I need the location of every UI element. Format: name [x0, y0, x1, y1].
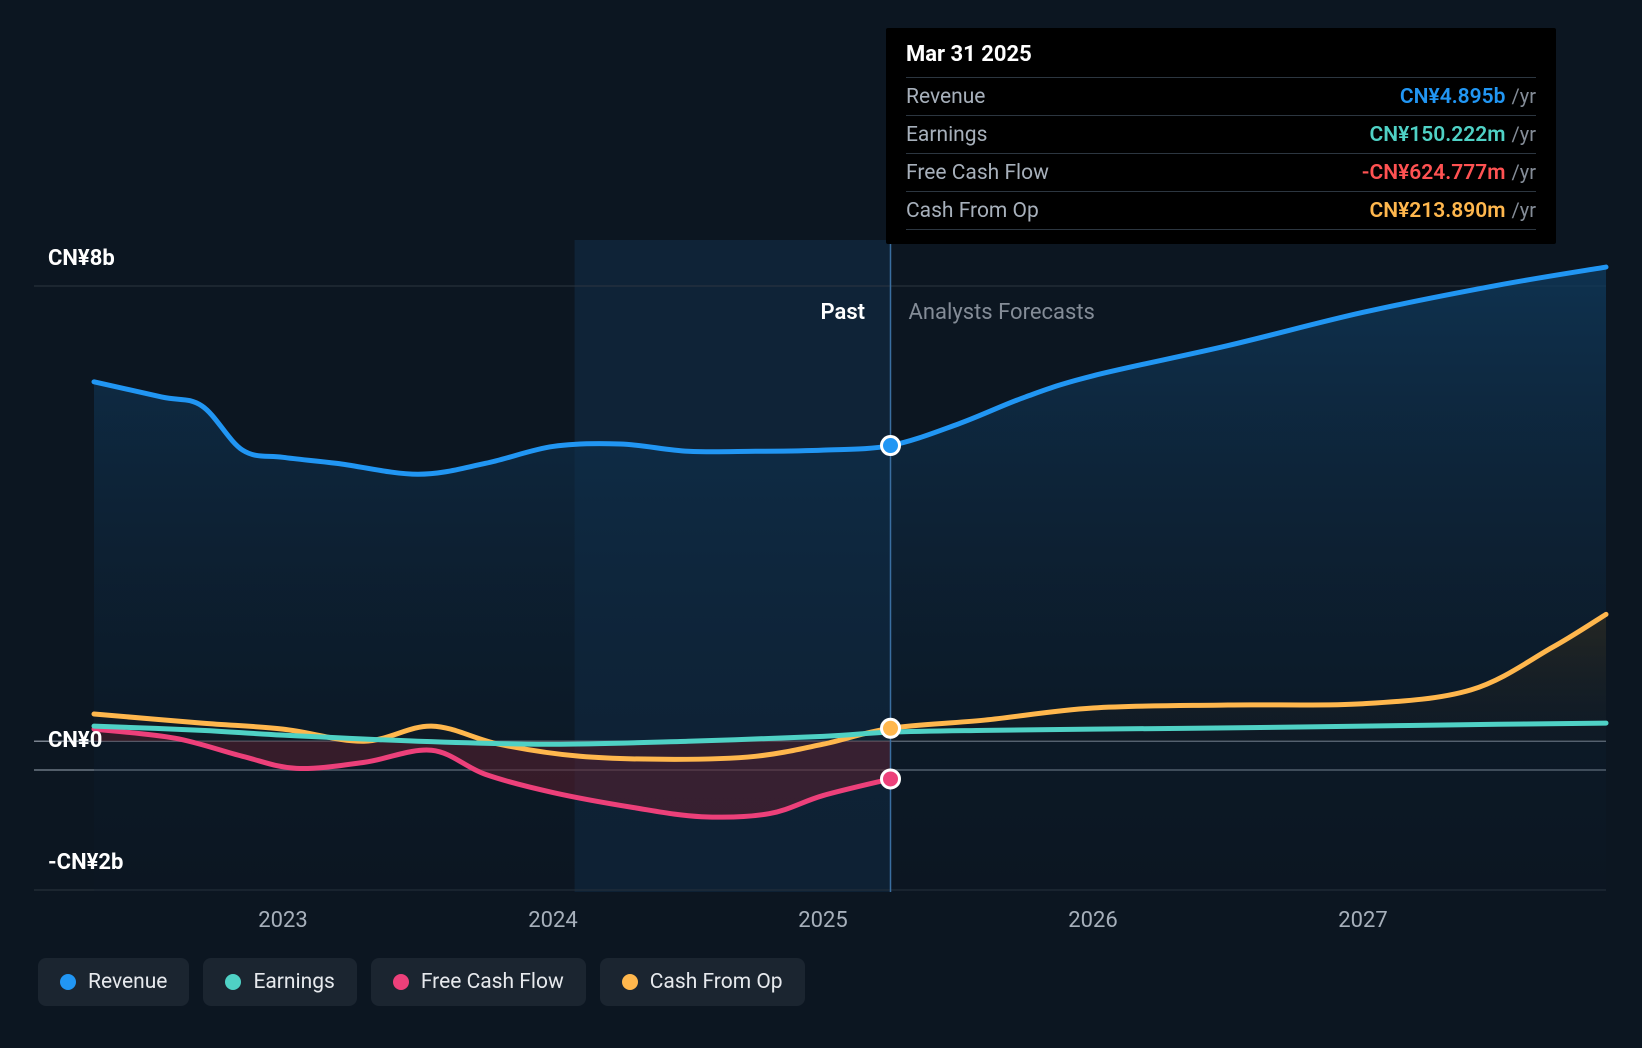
tooltip-unit: /yr — [1512, 84, 1537, 108]
y-tick-label-1: CN¥0 — [48, 728, 102, 753]
legend-label: Revenue — [88, 970, 167, 994]
y-tick-label-2: -CN¥2b — [48, 850, 123, 875]
legend-dot-icon — [393, 974, 409, 990]
tooltip-key: Revenue — [906, 85, 985, 109]
tooltip-row-earnings: Earnings CN¥150.222m /yr — [906, 116, 1536, 154]
tooltip-value: CN¥150.222m — [1370, 123, 1506, 147]
tooltip-key: Earnings — [906, 123, 987, 147]
legend-dot-icon — [225, 974, 241, 990]
tooltip-key: Free Cash Flow — [906, 161, 1049, 185]
legend-dot-icon — [622, 974, 638, 990]
tooltip-value: CN¥213.890m — [1370, 199, 1506, 223]
legend-item-cfo[interactable]: Cash From Op — [600, 958, 805, 1006]
x-tick-label-3: 2026 — [1068, 908, 1117, 933]
forecast-label: Analysts Forecasts — [909, 300, 1095, 325]
legend: Revenue Earnings Free Cash Flow Cash Fro… — [38, 958, 805, 1006]
legend-item-fcf[interactable]: Free Cash Flow — [371, 958, 586, 1006]
x-tick-label-1: 2024 — [528, 908, 577, 933]
legend-dot-icon — [60, 974, 76, 990]
legend-label: Free Cash Flow — [421, 970, 564, 994]
legend-label: Earnings — [253, 970, 334, 994]
tooltip-value: -CN¥624.777m — [1362, 161, 1506, 185]
tooltip-row-fcf: Free Cash Flow -CN¥624.777m /yr — [906, 154, 1536, 192]
tooltip-unit: /yr — [1512, 198, 1537, 222]
x-tick-label-0: 2023 — [258, 908, 307, 933]
x-tick-label-4: 2027 — [1338, 908, 1387, 933]
past-label: Past — [821, 300, 866, 325]
tooltip-value: CN¥4.895b — [1400, 85, 1506, 109]
financial-chart: CN¥8b CN¥0 -CN¥2b 2023 2024 2025 2026 20… — [0, 0, 1642, 1048]
x-tick-label-2: 2025 — [798, 908, 847, 933]
tooltip-unit: /yr — [1512, 122, 1537, 146]
legend-label: Cash From Op — [650, 970, 783, 994]
tooltip-date: Mar 31 2025 — [906, 42, 1536, 78]
legend-item-earnings[interactable]: Earnings — [203, 958, 356, 1006]
legend-item-revenue[interactable]: Revenue — [38, 958, 189, 1006]
chart-tooltip: Mar 31 2025 Revenue CN¥4.895b /yr Earnin… — [886, 28, 1556, 244]
tooltip-row-revenue: Revenue CN¥4.895b /yr — [906, 78, 1536, 116]
tooltip-unit: /yr — [1512, 160, 1537, 184]
tooltip-key: Cash From Op — [906, 199, 1039, 223]
y-tick-label-0: CN¥8b — [48, 246, 115, 271]
tooltip-row-cfo: Cash From Op CN¥213.890m /yr — [906, 192, 1536, 230]
